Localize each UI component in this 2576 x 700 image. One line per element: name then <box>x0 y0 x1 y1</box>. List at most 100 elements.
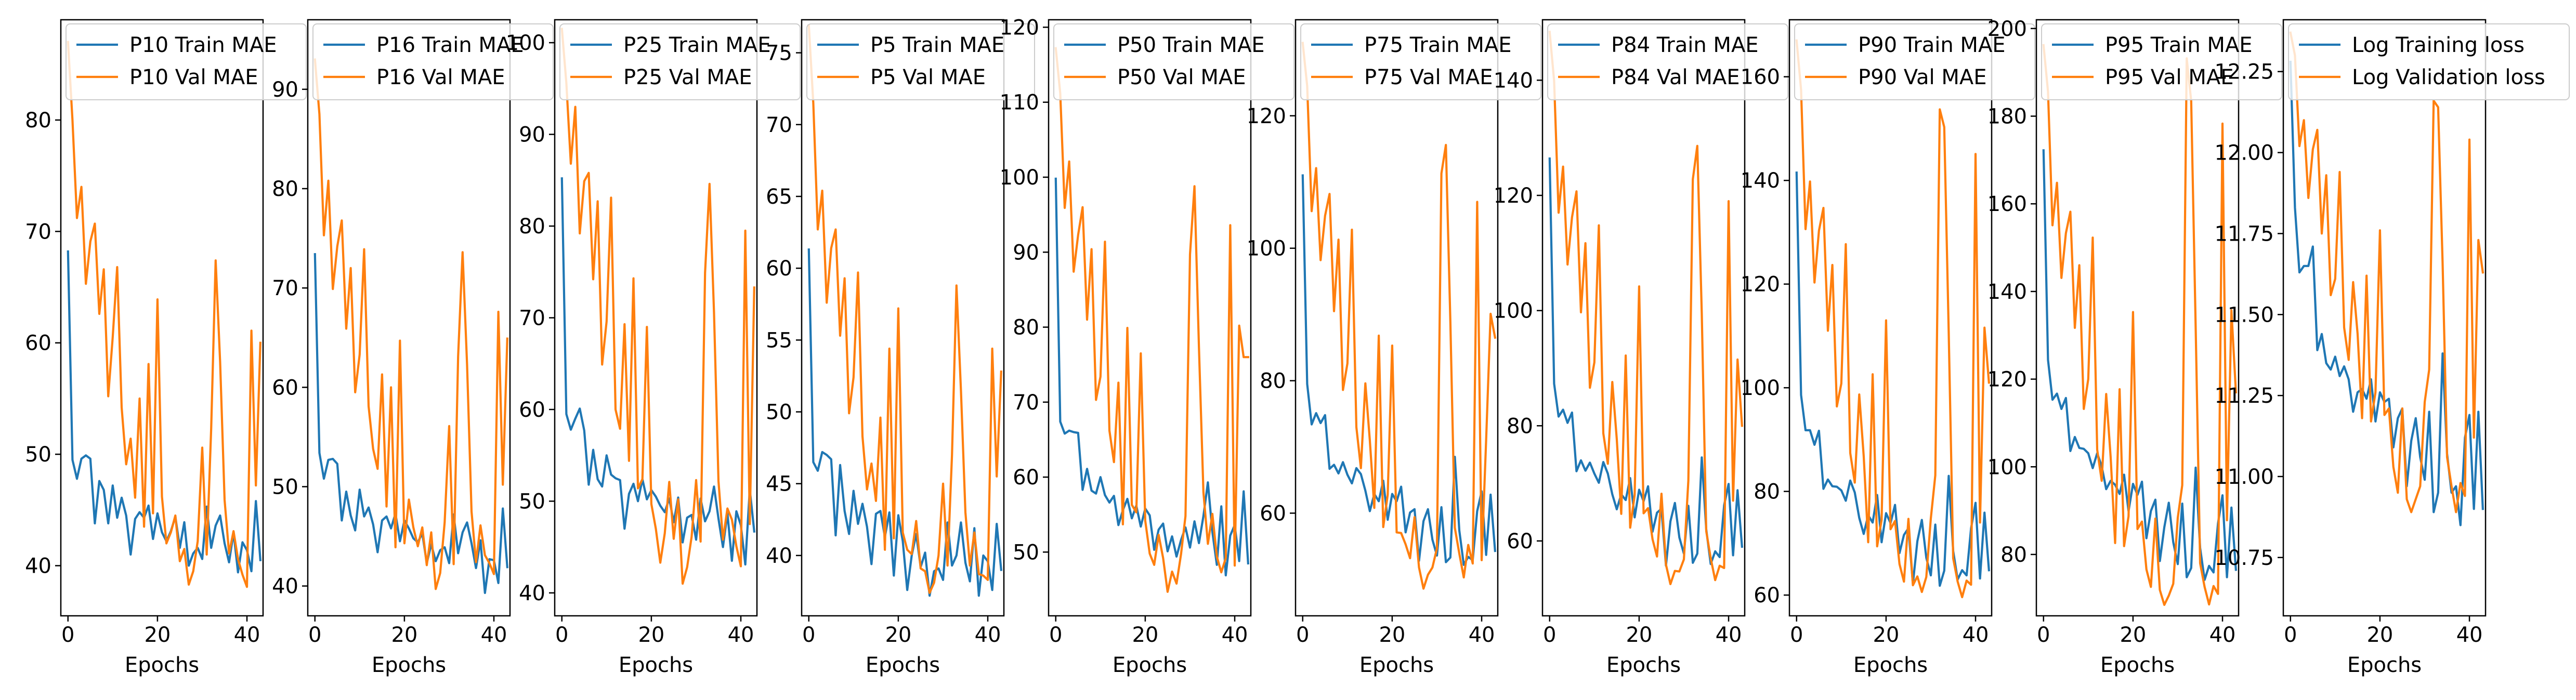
x-axis-label: Epochs <box>619 653 693 677</box>
y-tick-label: 40 <box>519 582 545 605</box>
axes-frame <box>307 19 511 617</box>
x-tick-label: 0 <box>1790 623 1803 647</box>
y-tick-label: 80 <box>1754 480 1780 504</box>
x-axis-label: Epochs <box>866 653 940 677</box>
y-tick-label: 100 <box>1741 376 1780 400</box>
x-axis-label: Epochs <box>2347 653 2422 677</box>
val-series-line <box>67 41 261 588</box>
val-series-line <box>313 58 508 590</box>
y-tick-label: 70 <box>1013 391 1039 415</box>
y-tick-label: 90 <box>519 123 545 147</box>
y-tick-label: 60 <box>1507 530 1533 553</box>
legend-label: P75 Train MAE <box>1364 33 1512 57</box>
y-tick-label: 80 <box>1013 316 1039 340</box>
legend-box <box>2041 23 2282 100</box>
x-tick-label: 40 <box>2456 623 2483 647</box>
legend-label: Log Training loss <box>2352 33 2525 57</box>
y-tick-label: 80 <box>25 109 51 133</box>
y-tick-label: 60 <box>766 257 792 281</box>
x-tick-label: 40 <box>975 623 1001 647</box>
legend-label: P25 Val MAE <box>623 65 752 89</box>
legend-box <box>559 23 801 100</box>
axes-frame <box>60 19 264 617</box>
y-tick-label: 120 <box>1247 104 1286 128</box>
y-tick-label: 60 <box>1754 584 1780 607</box>
y-tick-label: 80 <box>1260 369 1286 393</box>
legend-label: P84 Val MAE <box>1611 65 1740 89</box>
val-series-line <box>2042 44 2238 606</box>
axes-frame <box>1048 19 1252 617</box>
val-series-line <box>2289 31 2485 513</box>
legend-label: P84 Train MAE <box>1611 33 1759 57</box>
legend: P90 Train MAE P90 Val MAE <box>1794 23 2035 100</box>
y-tick-label: 40 <box>272 575 298 599</box>
x-tick-label: 0 <box>802 623 815 647</box>
x-tick-label: 40 <box>234 623 260 647</box>
x-tick-label: 0 <box>61 623 74 647</box>
legend: P5 Train MAE P5 Val MAE <box>806 23 1035 100</box>
y-tick-label: 120 <box>1494 184 1533 208</box>
y-tick-label: 11.00 <box>2214 465 2274 489</box>
y-tick-label: 11.25 <box>2214 384 2274 408</box>
y-tick-label: 200 <box>1987 17 2027 41</box>
x-tick-label: 40 <box>728 623 754 647</box>
legend: P50 Train MAE P50 Val MAE <box>1053 23 1294 100</box>
axes-frame <box>1541 19 1746 617</box>
legend-box <box>1794 23 2035 100</box>
y-tick-label: 160 <box>1987 192 2027 216</box>
y-tick-label: 60 <box>519 398 545 422</box>
y-tick-label: 11.75 <box>2214 222 2274 246</box>
train-series-line <box>2042 149 2238 581</box>
x-tick-label: 20 <box>1379 623 1405 647</box>
train-series-line <box>1301 174 1497 566</box>
legend-label: P90 Val MAE <box>1858 65 1986 89</box>
train-series-line <box>313 253 509 595</box>
x-tick-label: 20 <box>1626 623 1652 647</box>
legend: Log Training loss Log Validation loss <box>2288 23 2570 100</box>
x-axis-label: Epochs <box>1853 653 1928 677</box>
legend-label: Log Validation loss <box>2352 65 2545 89</box>
y-tick-label: 160 <box>1741 65 1780 89</box>
legend-label: P16 Train MAE <box>376 33 524 57</box>
y-tick-label: 50 <box>766 401 792 425</box>
train-series-line <box>807 248 1003 597</box>
y-tick-label: 80 <box>272 177 298 201</box>
val-series-line <box>1548 31 1744 586</box>
val-series-line <box>1054 47 1249 593</box>
y-tick-label: 140 <box>1741 169 1780 193</box>
y-tick-label: 120 <box>1000 16 1039 39</box>
legend-box <box>1053 23 1294 100</box>
legend-box <box>66 23 307 100</box>
legend-label: P75 Val MAE <box>1364 65 1493 89</box>
y-tick-label: 120 <box>1741 273 1780 297</box>
legend-label: P10 Train MAE <box>129 33 277 57</box>
legend: P25 Train MAE P25 Val MAE <box>559 23 801 100</box>
legend-label: P50 Val MAE <box>1117 65 1246 89</box>
y-tick-label: 55 <box>766 328 792 352</box>
x-tick-label: 40 <box>1222 623 1248 647</box>
x-axis-label: Epochs <box>372 653 446 677</box>
chart-panel-9: 0 20 40 80 100 120 140 160 180 200 Epochs P95 Train… <box>1987 17 2282 677</box>
x-tick-label: 20 <box>885 623 911 647</box>
val-series-line <box>1795 39 1991 599</box>
x-tick-label: 40 <box>1469 623 1495 647</box>
y-tick-label: 60 <box>25 332 51 355</box>
x-tick-label: 40 <box>2209 623 2236 647</box>
x-axis-label: Epochs <box>1359 653 1434 677</box>
y-tick-label: 40 <box>766 544 792 568</box>
legend: P75 Train MAE P75 Val MAE <box>1300 23 1541 100</box>
y-tick-label: 100 <box>1247 237 1286 261</box>
y-tick-label: 40 <box>25 554 51 578</box>
legend-box <box>1547 23 1788 100</box>
y-tick-label: 75 <box>766 42 792 65</box>
x-tick-label: 0 <box>555 623 568 647</box>
y-tick-label: 70 <box>272 276 298 300</box>
legend-label: P5 Train MAE <box>870 33 1004 57</box>
legend-box <box>806 23 1035 100</box>
y-tick-label: 180 <box>1987 105 2027 129</box>
x-tick-label: 20 <box>144 623 171 647</box>
y-tick-label: 140 <box>1987 280 2027 304</box>
